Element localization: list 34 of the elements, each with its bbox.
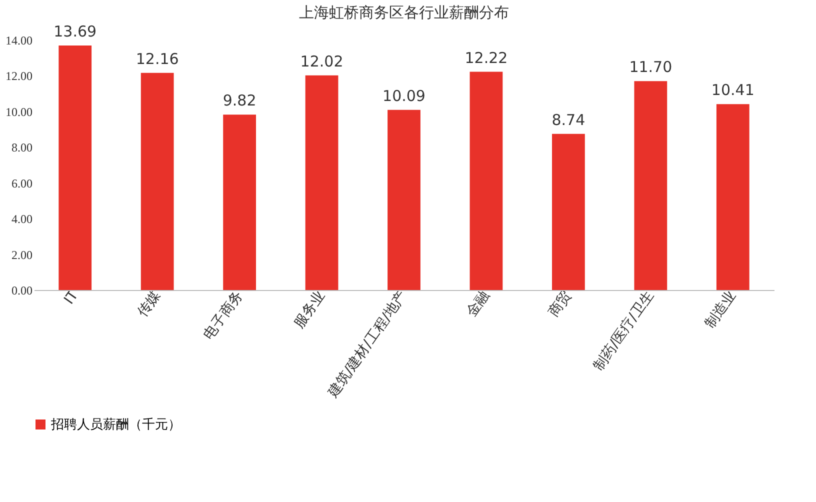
bar [140,72,174,290]
y-tick-label: 4.00 [12,212,32,226]
legend-label: 招聘人员薪酬（千元） [50,418,181,432]
x-tick-label: 制造业 [702,288,740,332]
bar [223,114,256,290]
text: 12.16 [136,50,179,68]
x-tick-label: 传媒 [134,288,164,320]
bar [388,110,420,290]
text: 13.69 [54,22,97,41]
bar [716,104,750,290]
y-tick-label: 0.00 [12,284,32,298]
y-tick-label: 12.00 [6,69,32,84]
text: 12.22 [464,48,508,67]
y-tick-label: 10.00 [6,104,32,119]
bar [305,75,338,290]
text: 10.09 [382,86,426,105]
bar [470,72,503,290]
text: 9.82 [222,92,256,110]
bar [634,81,668,290]
x-tick-label: 制药/医疗/卫生 [590,288,658,374]
x-tick-label: 电子商务 [200,288,246,343]
y-tick-label: 2.00 [12,248,32,262]
text: 12.02 [300,52,344,70]
bar [58,46,92,290]
y-tick-label: 8.00 [12,140,32,155]
y-tick-label: 6.00 [12,176,32,190]
chart-title: 上海虹桥商务区各行业薪酬分布 [299,4,509,22]
text: 10.41 [711,81,754,100]
x-tick-label: 金融 [464,288,493,320]
text: 11.70 [629,58,672,76]
x-tick-label: 商贸 [546,288,575,320]
text: 8.74 [552,110,586,129]
y-tick-label: 14.00 [6,34,32,48]
bar [552,134,585,290]
